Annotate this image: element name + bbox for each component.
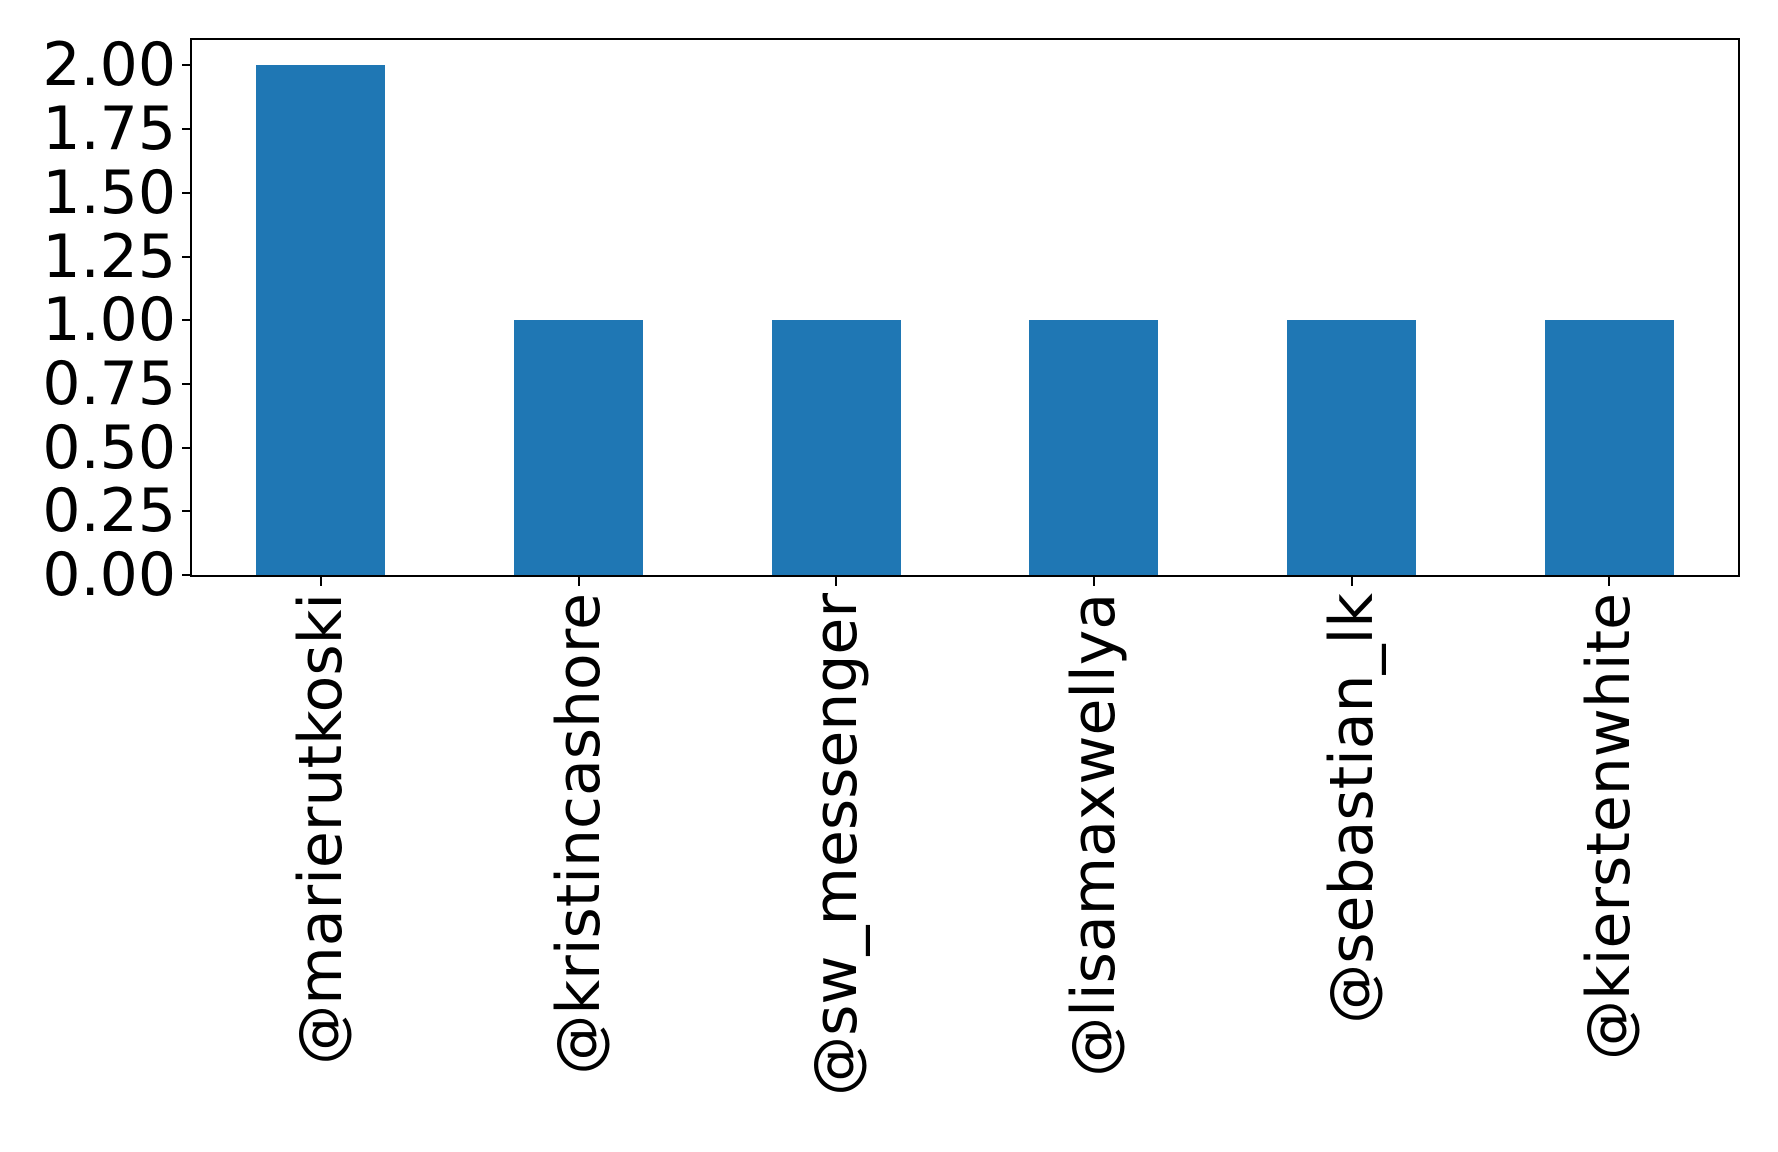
- y-tick-mark: [182, 382, 190, 385]
- y-tick-mark: [182, 319, 190, 322]
- y-tick-mark: [182, 574, 190, 576]
- x-tick-mark: [577, 577, 580, 586]
- y-tick-label: 1.50: [42, 157, 176, 228]
- y-tick-label: 0.50: [42, 412, 176, 483]
- bar: [1544, 320, 1674, 575]
- x-tick-mark: [1350, 577, 1353, 586]
- bar: [1029, 320, 1159, 575]
- x-tick-mark: [835, 577, 838, 586]
- y-tick-label: 1.75: [42, 94, 176, 165]
- x-tick-mark: [1608, 577, 1611, 586]
- x-tick-label: @marierutkoski: [285, 593, 356, 1065]
- x-tick-label: @lisamaxwellya: [1058, 593, 1129, 1077]
- y-tick-mark: [182, 128, 190, 131]
- y-tick-mark: [182, 64, 190, 67]
- x-tick-label: @sw_messenger: [801, 593, 872, 1096]
- y-tick-label: 0.25: [42, 476, 176, 547]
- y-tick-label: 1.25: [42, 221, 176, 292]
- y-tick-label: 1.00: [42, 285, 176, 356]
- bar: [514, 320, 643, 575]
- y-tick-mark: [182, 446, 190, 449]
- y-tick-label: 0.00: [42, 540, 176, 610]
- plot-area: [190, 38, 1740, 577]
- y-tick-mark: [182, 255, 190, 258]
- y-tick-label: 0.75: [42, 348, 176, 419]
- bar: [1287, 320, 1416, 575]
- x-tick-label: @kristincashore: [543, 593, 614, 1075]
- x-tick-mark: [1092, 577, 1095, 586]
- bar: [771, 320, 901, 575]
- x-tick-label: @sebastian_lk: [1316, 593, 1387, 1024]
- y-tick-mark: [182, 191, 190, 194]
- y-tick-label: 2.00: [42, 30, 176, 101]
- x-tick-mark: [319, 577, 322, 586]
- x-tick-label: @kierstenwhite: [1574, 593, 1645, 1060]
- y-tick-mark: [182, 510, 190, 513]
- bar: [256, 65, 386, 575]
